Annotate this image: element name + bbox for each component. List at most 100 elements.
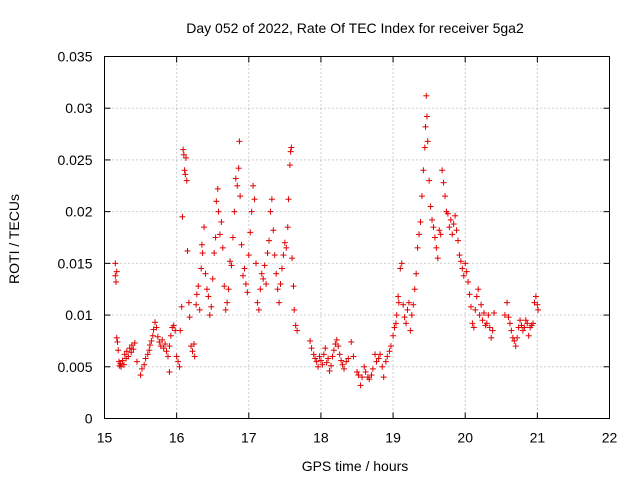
data-point <box>218 218 225 225</box>
data-point <box>240 272 247 279</box>
data-point <box>180 146 187 153</box>
data-point <box>395 293 402 300</box>
data-point <box>224 299 231 306</box>
data-point <box>219 244 226 251</box>
data-point <box>202 270 209 277</box>
data-point <box>146 342 153 349</box>
data-point <box>278 265 285 272</box>
data-point <box>426 177 433 184</box>
grid <box>104 56 610 419</box>
data-point <box>377 351 384 358</box>
data-point <box>126 345 133 352</box>
data-point <box>459 265 466 272</box>
data-point <box>146 347 153 354</box>
data-point <box>392 320 399 327</box>
axis-ticks: 15 16 17 18 19 20 21 22 0 0.005 0.01 0.015 0.02 0.025… <box>57 49 617 446</box>
x-tick-label: 21 <box>530 430 546 446</box>
data-point <box>485 312 492 319</box>
data-point <box>398 260 405 267</box>
data-point <box>131 339 138 346</box>
x-tick-label: 19 <box>385 430 401 446</box>
data-point <box>211 250 218 257</box>
data-point <box>320 351 327 358</box>
data-point <box>234 182 241 189</box>
data-point <box>326 367 333 374</box>
data-point <box>214 185 221 192</box>
data-point <box>184 247 191 254</box>
data-point <box>285 196 292 203</box>
data-point <box>486 324 493 331</box>
data-point <box>238 241 245 248</box>
data-point <box>264 250 271 257</box>
data-point <box>237 193 244 200</box>
data-point <box>505 314 512 321</box>
data-point <box>183 177 190 184</box>
data-point <box>524 320 531 327</box>
data-point <box>213 198 220 205</box>
data-point <box>473 293 480 300</box>
data-point <box>319 361 326 368</box>
data-point <box>205 293 212 300</box>
data-point <box>413 270 420 277</box>
data-point <box>114 338 121 345</box>
data-point <box>286 162 293 169</box>
data-point <box>372 351 379 358</box>
data-point <box>177 327 184 334</box>
data-point <box>185 299 192 306</box>
data-point <box>501 312 508 319</box>
data-point <box>512 343 519 350</box>
plot-frame <box>104 56 610 419</box>
data-point <box>209 275 216 282</box>
data-point <box>416 231 423 238</box>
data-point <box>203 286 210 293</box>
data-points <box>112 92 542 389</box>
data-point <box>410 301 417 308</box>
x-tick-label: 17 <box>241 430 257 446</box>
data-point <box>216 231 223 238</box>
data-point <box>267 208 274 215</box>
data-point <box>462 260 469 267</box>
data-point <box>257 286 264 293</box>
data-point <box>113 268 120 275</box>
data-point <box>491 310 498 317</box>
data-point <box>447 216 454 223</box>
data-point <box>125 353 132 360</box>
data-point <box>236 138 243 145</box>
data-point <box>408 312 415 319</box>
data-point <box>137 372 144 379</box>
data-point <box>235 165 242 172</box>
data-point <box>180 151 187 158</box>
data-point <box>382 358 389 365</box>
data-point <box>287 148 294 155</box>
data-point <box>422 123 429 130</box>
data-point <box>290 283 297 290</box>
data-point <box>359 374 366 381</box>
data-point <box>310 351 317 358</box>
data-point <box>343 358 350 365</box>
data-point <box>253 260 259 267</box>
data-point <box>437 231 444 238</box>
data-point <box>325 355 332 362</box>
data-point <box>148 337 155 344</box>
data-point <box>130 346 137 353</box>
data-point <box>170 322 177 329</box>
data-point <box>411 286 418 293</box>
y-tick-label: 0.01 <box>65 307 92 323</box>
data-point <box>123 348 130 355</box>
data-point <box>189 348 196 355</box>
data-point <box>166 343 173 350</box>
data-point <box>479 317 486 324</box>
data-point <box>260 275 267 282</box>
data-point <box>163 348 170 355</box>
data-point <box>440 179 447 186</box>
data-point <box>191 353 198 360</box>
data-point <box>212 234 219 241</box>
data-point <box>119 357 126 364</box>
data-point <box>467 303 474 310</box>
data-point <box>418 193 425 200</box>
data-point <box>369 365 376 372</box>
data-point <box>152 319 158 326</box>
data-point <box>350 353 357 360</box>
data-point <box>379 363 386 370</box>
data-point <box>173 353 180 360</box>
